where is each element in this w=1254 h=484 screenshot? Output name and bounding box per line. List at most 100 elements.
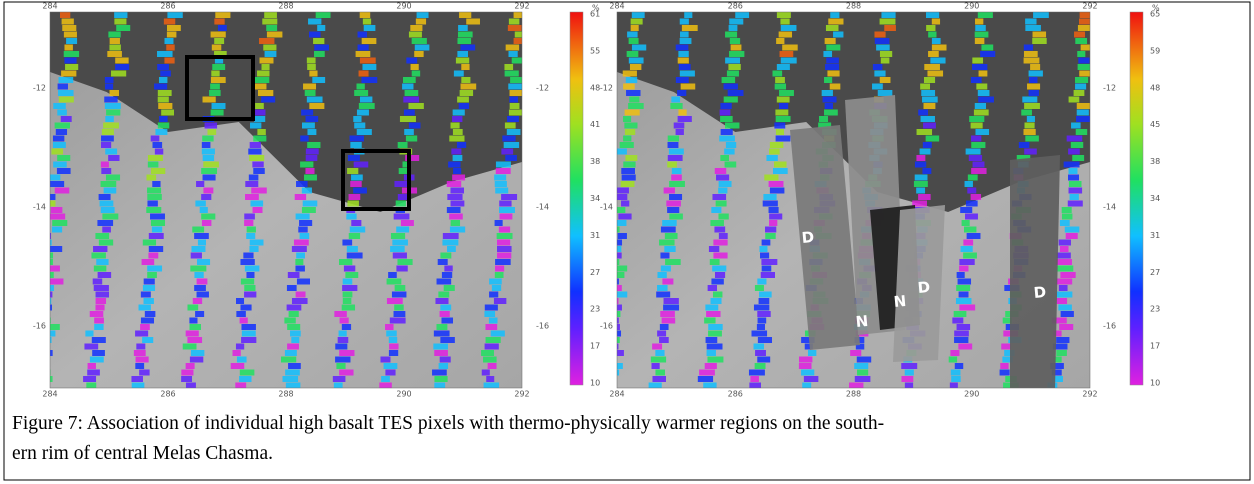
tes-pixel [432, 369, 447, 376]
tes-pixel [390, 246, 405, 252]
tes-pixel [486, 376, 495, 382]
tes-pixel [1026, 116, 1035, 122]
tes-pixel [157, 51, 173, 57]
tes-pixel [1068, 174, 1080, 181]
tes-pixel [703, 389, 718, 395]
tes-pixel [1066, 135, 1083, 142]
tes-pixel [452, 155, 463, 161]
tes-pixel [167, 12, 183, 18]
tes-pixel [203, 187, 214, 194]
tes-pixel [93, 265, 107, 272]
tes-pixel [386, 278, 402, 285]
tes-pixel [50, 213, 66, 220]
tes-pixel [669, 213, 683, 220]
tes-pixel [442, 239, 459, 246]
tes-pixel [961, 220, 970, 226]
tes-pixel [485, 337, 501, 343]
tes-pixel [196, 278, 208, 285]
tes-pixel [305, 155, 318, 161]
tes-pixel [196, 181, 205, 187]
tes-pixel [57, 155, 71, 161]
tes-pixel [780, 25, 797, 31]
tes-pixel [617, 350, 624, 356]
x-tick-label: 284 [42, 390, 57, 399]
tes-pixel [659, 337, 669, 343]
colorbar [569, 11, 584, 386]
tes-pixel [751, 330, 768, 337]
tes-pixel [263, 44, 277, 51]
tes-pixel [32, 383, 41, 389]
tes-pixel [728, 64, 741, 70]
tes-pixel [966, 233, 981, 239]
tes-pixel [190, 252, 202, 259]
tes-pixel [215, 12, 231, 18]
tes-pixel [1059, 246, 1069, 252]
tes-pixel [339, 317, 349, 324]
tes-pixel [956, 272, 965, 278]
tes-pixel [1021, 109, 1032, 116]
tes-pixel [356, 129, 372, 135]
tes-pixel [671, 174, 682, 181]
tes-pixel [249, 142, 261, 148]
tes-pixel [678, 64, 691, 70]
tes-pixel [441, 317, 454, 324]
tes-pixel [202, 135, 214, 142]
tes-pixel [1028, 90, 1039, 96]
tes-pixel [305, 168, 315, 174]
tes-pixel [147, 200, 158, 207]
tes-pixel [728, 25, 738, 31]
tes-pixel [379, 382, 392, 388]
tes-pixel [194, 272, 204, 278]
tes-pixel [768, 207, 779, 213]
highlight-box [185, 55, 255, 121]
tes-pixel [506, 129, 521, 135]
tes-pixel [50, 265, 60, 272]
tes-pixel [1004, 350, 1015, 356]
tes-pixel [923, 103, 936, 109]
tes-pixel [1068, 148, 1080, 155]
tes-pixel [94, 317, 104, 324]
tes-pixel [56, 168, 71, 174]
tes-pixel [89, 389, 103, 395]
tes-pixel [675, 77, 689, 83]
tes-pixel [975, 25, 986, 31]
tes-pixel [444, 265, 453, 272]
tes-pixel [194, 233, 209, 239]
tes-pixel [457, 38, 472, 44]
tes-pixel [37, 344, 48, 350]
tes-pixel [671, 168, 682, 174]
tes-pixel [706, 311, 721, 317]
tes-pixel [95, 298, 107, 304]
tes-pixel [137, 396, 146, 402]
tes-pixel [405, 135, 418, 142]
tes-pixel [508, 83, 522, 90]
tes-pixel [1056, 298, 1068, 304]
tes-pixel [347, 200, 359, 207]
tes-pixel [496, 239, 511, 246]
tes-pixel [192, 226, 205, 233]
tes-pixel [628, 38, 639, 44]
tes-pixel [361, 38, 377, 44]
tes-pixel [617, 278, 619, 285]
tes-pixel [1076, 109, 1089, 116]
tes-pixel [236, 356, 247, 363]
tes-pixel [769, 142, 784, 148]
y-tick-label: -14 [1103, 203, 1116, 212]
tes-pixel [727, 90, 744, 96]
tes-pixel [959, 259, 975, 265]
tes-pixel [391, 291, 407, 298]
tes-pixel [241, 330, 256, 337]
tes-pixel [452, 109, 465, 116]
tes-pixel [626, 51, 639, 57]
y-tick-label: -14 [33, 203, 46, 212]
tes-pixel [494, 181, 507, 187]
tes-pixel [246, 272, 255, 278]
tes-pixel [140, 291, 151, 298]
tes-pixel [399, 116, 416, 122]
tes-pixel [775, 116, 791, 122]
tes-pixel [266, 31, 283, 38]
tes-pixel [999, 369, 1010, 376]
tes-pixel [801, 369, 815, 376]
tes-pixel [819, 116, 829, 122]
